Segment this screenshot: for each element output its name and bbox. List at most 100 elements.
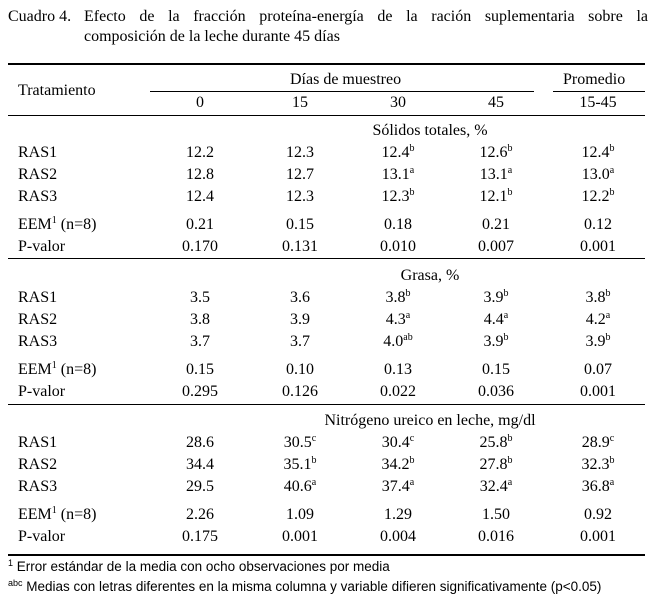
cell-significance-letter: b	[605, 332, 611, 343]
table-cell: 0.001	[558, 382, 638, 402]
cell-value: 12.8	[186, 166, 214, 183]
cell-value: 12.6	[479, 144, 508, 161]
cell-value: 3.9	[483, 289, 504, 306]
cell-value: 3.8	[190, 311, 210, 328]
caption-line-1: Efecto de la fracción proteína-energía d…	[84, 8, 648, 25]
cell-significance-letter: a	[311, 477, 317, 488]
bottom-rule	[8, 554, 645, 556]
table-cell: 4.0ab	[358, 332, 438, 352]
table-cell: 0.126	[260, 382, 340, 402]
row-label: EEM1 (n=8)	[18, 360, 96, 380]
cell-value: 12.2	[581, 188, 610, 205]
row-label: RAS2	[18, 455, 57, 475]
cell-value: 28.6	[186, 434, 214, 451]
row-label: RAS3	[18, 477, 57, 497]
section-divider	[8, 404, 645, 405]
cell-value: 0.175	[182, 528, 218, 545]
table-cell: 12.4b	[558, 143, 638, 163]
row-label-footnote-mark: 1	[51, 215, 57, 226]
row-label: P-valor	[18, 527, 65, 547]
cell-value: 0.004	[380, 528, 416, 545]
caption-label: Cuadro 4.	[8, 8, 72, 25]
header-average-underline	[553, 91, 645, 92]
cell-significance-letter: b	[609, 455, 615, 466]
table-cell: 3.9b	[558, 332, 638, 352]
cell-value: 12.4	[186, 188, 214, 205]
row-label-text: EEM	[18, 506, 52, 523]
column-header: 15-45	[579, 94, 617, 111]
table-cell: 0.15	[260, 215, 340, 235]
table-cell: 4.2a	[558, 310, 638, 330]
table-cell: 3.6	[260, 288, 340, 308]
top-rule-thick	[8, 63, 645, 65]
table-cell: 3.5	[160, 288, 240, 308]
cell-value: 1.50	[482, 506, 510, 523]
cell-value: 30.4	[381, 434, 410, 451]
row-label-text: RAS1	[18, 289, 58, 306]
table-cell: 25.8b	[456, 433, 536, 453]
header-days-group: Días de muestreo	[290, 71, 402, 88]
cell-value: 13.1	[479, 166, 508, 183]
table-cell: 3.9	[260, 310, 340, 330]
table-cell: 12.3b	[358, 187, 438, 207]
table-cell: 0.13	[358, 360, 438, 380]
table-cell: 37.4a	[358, 477, 438, 497]
section-title: Nitrógeno ureico en leche, mg/dl	[324, 412, 536, 429]
cell-value: 3.8	[585, 289, 606, 306]
cell-significance-letter: a	[409, 477, 415, 488]
table-cell: 0.295	[160, 382, 240, 402]
table-cell: 0.036	[456, 382, 536, 402]
cell-value: 12.3	[286, 188, 314, 205]
table-cell: 0.07	[558, 360, 638, 380]
cell-value: 37.4	[381, 478, 410, 495]
table-cell: 12.4b	[358, 143, 438, 163]
cell-value: 1.29	[384, 506, 412, 523]
row-label: P-valor	[18, 237, 65, 257]
cell-value: 0.170	[182, 238, 218, 255]
table-cell: 28.6	[160, 433, 240, 453]
row-label-footnote-mark: 1	[51, 360, 57, 371]
cell-significance-letter: a	[605, 310, 611, 321]
cell-value: 0.15	[186, 361, 214, 378]
cell-significance-letter: a	[507, 165, 513, 176]
table-cell: 0.016	[456, 527, 536, 547]
cell-value: 12.2	[186, 144, 214, 161]
table-cell: 12.3	[260, 187, 340, 207]
cell-significance-letter: b	[409, 187, 415, 198]
cell-value: 3.8	[385, 289, 406, 306]
table-cell: 3.7	[160, 332, 240, 352]
table-cell: 29.5	[160, 477, 240, 497]
table-cell: 34.2b	[358, 455, 438, 475]
cell-significance-letter: a	[609, 477, 615, 488]
table-cell: 0.15	[456, 360, 536, 380]
row-label-text: P-valor	[18, 528, 66, 545]
caption-line-2: composición de la leche durante 45 días	[84, 28, 340, 45]
section-title: Grasa, %	[400, 267, 460, 284]
cell-value: 30.5	[283, 434, 312, 451]
cell-value: 25.8	[479, 434, 508, 451]
row-label-text: RAS1	[18, 434, 58, 451]
cell-value: 34.4	[186, 456, 214, 473]
cell-significance-letter: b	[405, 288, 411, 299]
cell-value: 12.3	[381, 188, 410, 205]
cell-significance-letter: b	[311, 455, 317, 466]
table-cell: 12.3	[260, 143, 340, 163]
row-label-text: RAS3	[18, 188, 58, 205]
column-header: 30	[390, 94, 406, 111]
row-label-text: RAS1	[18, 144, 58, 161]
table-cell: 3.8b	[558, 288, 638, 308]
cell-significance-letter: b	[507, 433, 513, 444]
table-cell: 12.8	[160, 165, 240, 185]
table-cell: 0.21	[160, 215, 240, 235]
cell-value: 13.1	[381, 166, 410, 183]
cell-value: 0.07	[584, 361, 612, 378]
cell-value: 12.7	[286, 166, 314, 183]
table-cell: 0.001	[260, 527, 340, 547]
row-label-text: EEM	[18, 361, 52, 378]
header-average-group: Promedio	[563, 71, 626, 88]
table-cell: 0.18	[358, 215, 438, 235]
cell-value: 0.001	[580, 528, 616, 545]
table-cell: 0.001	[558, 237, 638, 257]
cell-value: 0.036	[478, 383, 514, 400]
table-cell: 0.131	[260, 237, 340, 257]
